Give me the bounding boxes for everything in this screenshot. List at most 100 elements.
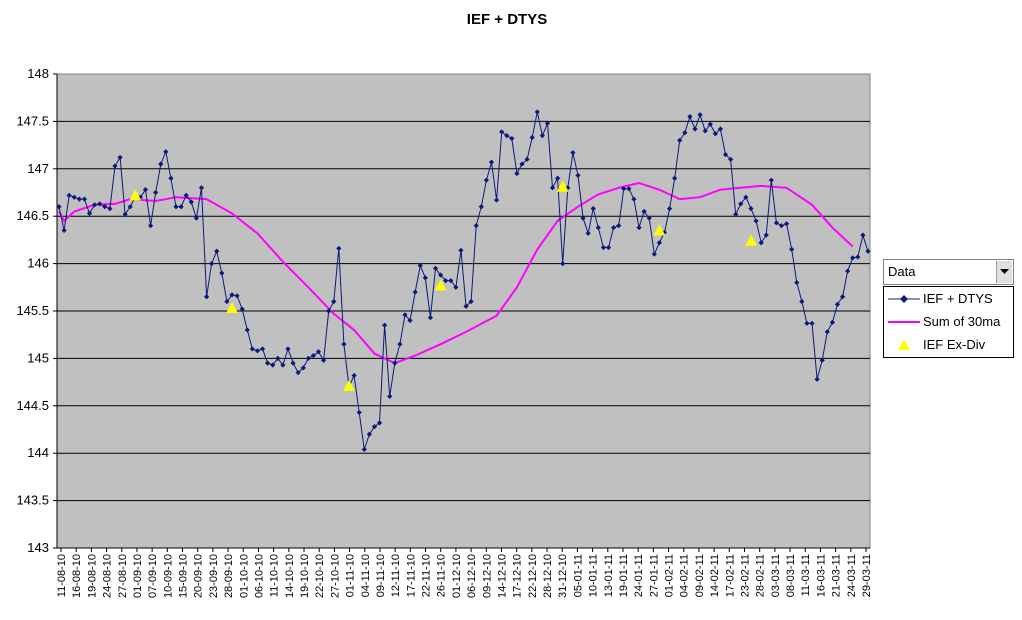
x-tick-label: 05-01-11 — [572, 554, 584, 597]
data-point-ief-dtys — [102, 204, 108, 210]
data-point-ief-dtys — [631, 196, 637, 202]
x-tick-label: 09-02-11 — [694, 554, 706, 597]
y-tick-label: 143.5 — [16, 493, 49, 508]
data-point-ief-dtys — [412, 289, 418, 295]
data-point-ief-dtys — [265, 360, 271, 366]
legend-triangle-icon — [898, 339, 910, 350]
data-point-ief-dtys — [555, 175, 561, 181]
data-point-ief-dtys — [768, 177, 774, 183]
data-point-ief-dtys — [270, 362, 276, 368]
x-tick-label: 19-10-10 — [299, 554, 311, 598]
x-tick-label: 23-09-10 — [208, 554, 220, 598]
data-point-ief-dtys — [153, 189, 159, 196]
data-point-ief-dtys — [295, 370, 301, 376]
x-tick-label: 01-09-10 — [132, 554, 144, 598]
data-point-ief-dtys — [397, 341, 403, 347]
data-point-ief-dtys — [743, 194, 749, 200]
x-tick-label: 04-02-11 — [679, 554, 691, 597]
data-point-ief-dtys — [422, 275, 428, 281]
x-tick-label: 13-01-11 — [603, 554, 615, 597]
data-point-ief-dtys — [178, 204, 184, 210]
data-point-ief-dtys — [326, 308, 332, 314]
data-point-ief-dtys — [804, 320, 810, 326]
x-tick-label: 26-11-10 — [436, 554, 448, 597]
data-point-ief-dtys — [595, 224, 601, 231]
data-point-ief-dtys — [336, 245, 342, 252]
y-tick-label: 146.5 — [16, 208, 49, 223]
data-point-ief-dtys — [773, 220, 780, 226]
x-tick-label: 17-12-10 — [512, 554, 524, 598]
data-point-ief-dtys — [621, 186, 627, 192]
y-tick-label: 143 — [27, 540, 49, 555]
data-point-ief-ex-div — [653, 224, 666, 236]
legend-label: IEF + DTYS — [923, 291, 993, 306]
legend-label: Sum of 30ma — [923, 314, 1001, 329]
x-tick-label: 17-02-11 — [724, 554, 736, 597]
x-tick-label: 07-09-10 — [147, 554, 159, 598]
data-point-ief-dtys — [707, 121, 713, 127]
data-point-ief-dtys — [219, 270, 225, 276]
data-point-ief-dtys — [855, 254, 861, 260]
data-point-ief-dtys — [86, 210, 93, 216]
x-tick-label: 20-09-10 — [193, 554, 205, 598]
data-point-ief-dtys — [687, 114, 693, 120]
data-point-ief-dtys — [616, 223, 622, 229]
x-tick-label: 06-12-10 — [466, 554, 478, 598]
data-point-ief-dtys — [600, 244, 607, 251]
data-point-ief-dtys — [392, 360, 398, 366]
y-tick-label: 145.5 — [16, 303, 49, 318]
data-point-ief-dtys — [783, 221, 790, 227]
y-tick-label: 146 — [27, 256, 49, 271]
data-point-ief-dtys — [198, 185, 205, 191]
data-point-ief-dtys — [570, 150, 576, 156]
data-point-ief-ex-div — [343, 379, 356, 391]
chevron-down-icon[interactable] — [996, 261, 1012, 283]
data-point-ief-dtys — [92, 202, 98, 208]
data-point-ief-dtys — [117, 154, 123, 161]
data-point-ief-dtys — [290, 360, 296, 366]
data-point-ief-ex-div — [744, 234, 757, 246]
data-point-ief-dtys — [203, 294, 210, 300]
y-tick-label: 148 — [27, 66, 49, 81]
x-tick-label: 19-08-10 — [86, 554, 98, 598]
data-point-ief-dtys — [824, 329, 830, 335]
data-point-ief-dtys — [468, 298, 474, 305]
data-point-ief-dtys — [443, 278, 449, 284]
x-tick-label: 16-03-11 — [815, 554, 827, 597]
data-field-dropdown[interactable]: Data — [883, 259, 1014, 285]
data-point-ief-dtys — [275, 355, 281, 361]
x-tick-label: 01-02-11 — [664, 554, 676, 597]
data-point-ief-dtys — [193, 215, 199, 221]
x-tick-label: 21-03-11 — [831, 554, 843, 597]
data-point-ief-dtys — [407, 317, 413, 324]
data-point-ief-dtys — [66, 192, 72, 198]
data-point-ief-dtys — [97, 201, 103, 207]
x-tick-label: 16-08-10 — [71, 554, 83, 598]
data-point-ief-dtys — [432, 265, 439, 271]
data-point-ief-dtys — [229, 292, 235, 298]
data-point-ief-dtys — [254, 348, 261, 354]
data-point-ief-dtys — [666, 206, 673, 212]
x-tick-label: 15-09-10 — [178, 554, 190, 598]
data-point-ief-dtys — [748, 206, 754, 212]
data-point-ief-dtys — [585, 230, 591, 236]
data-point-ief-dtys — [565, 185, 571, 191]
data-point-ief-dtys — [728, 156, 734, 162]
data-point-ief-dtys — [285, 346, 291, 352]
legend-line-diamond-icon — [888, 295, 920, 303]
data-point-ief-dtys — [448, 278, 454, 284]
data-point-ief-dtys — [127, 204, 133, 210]
data-point-ief-dtys — [142, 187, 149, 193]
x-tick-label: 24-08-10 — [102, 554, 114, 598]
gridlines — [57, 120, 870, 502]
legend-item-sum-30ma: Sum of 30ma — [884, 312, 1014, 332]
data-point-ief-dtys — [814, 376, 820, 382]
data-point-ief-dtys — [173, 204, 179, 210]
data-point-ief-dtys — [575, 172, 581, 179]
data-point-ief-dtys — [672, 175, 678, 181]
data-point-ief-dtys — [239, 306, 245, 312]
data-point-ief-dtys — [493, 197, 500, 203]
data-point-ief-dtys — [524, 156, 530, 162]
data-point-ief-dtys — [224, 298, 230, 305]
